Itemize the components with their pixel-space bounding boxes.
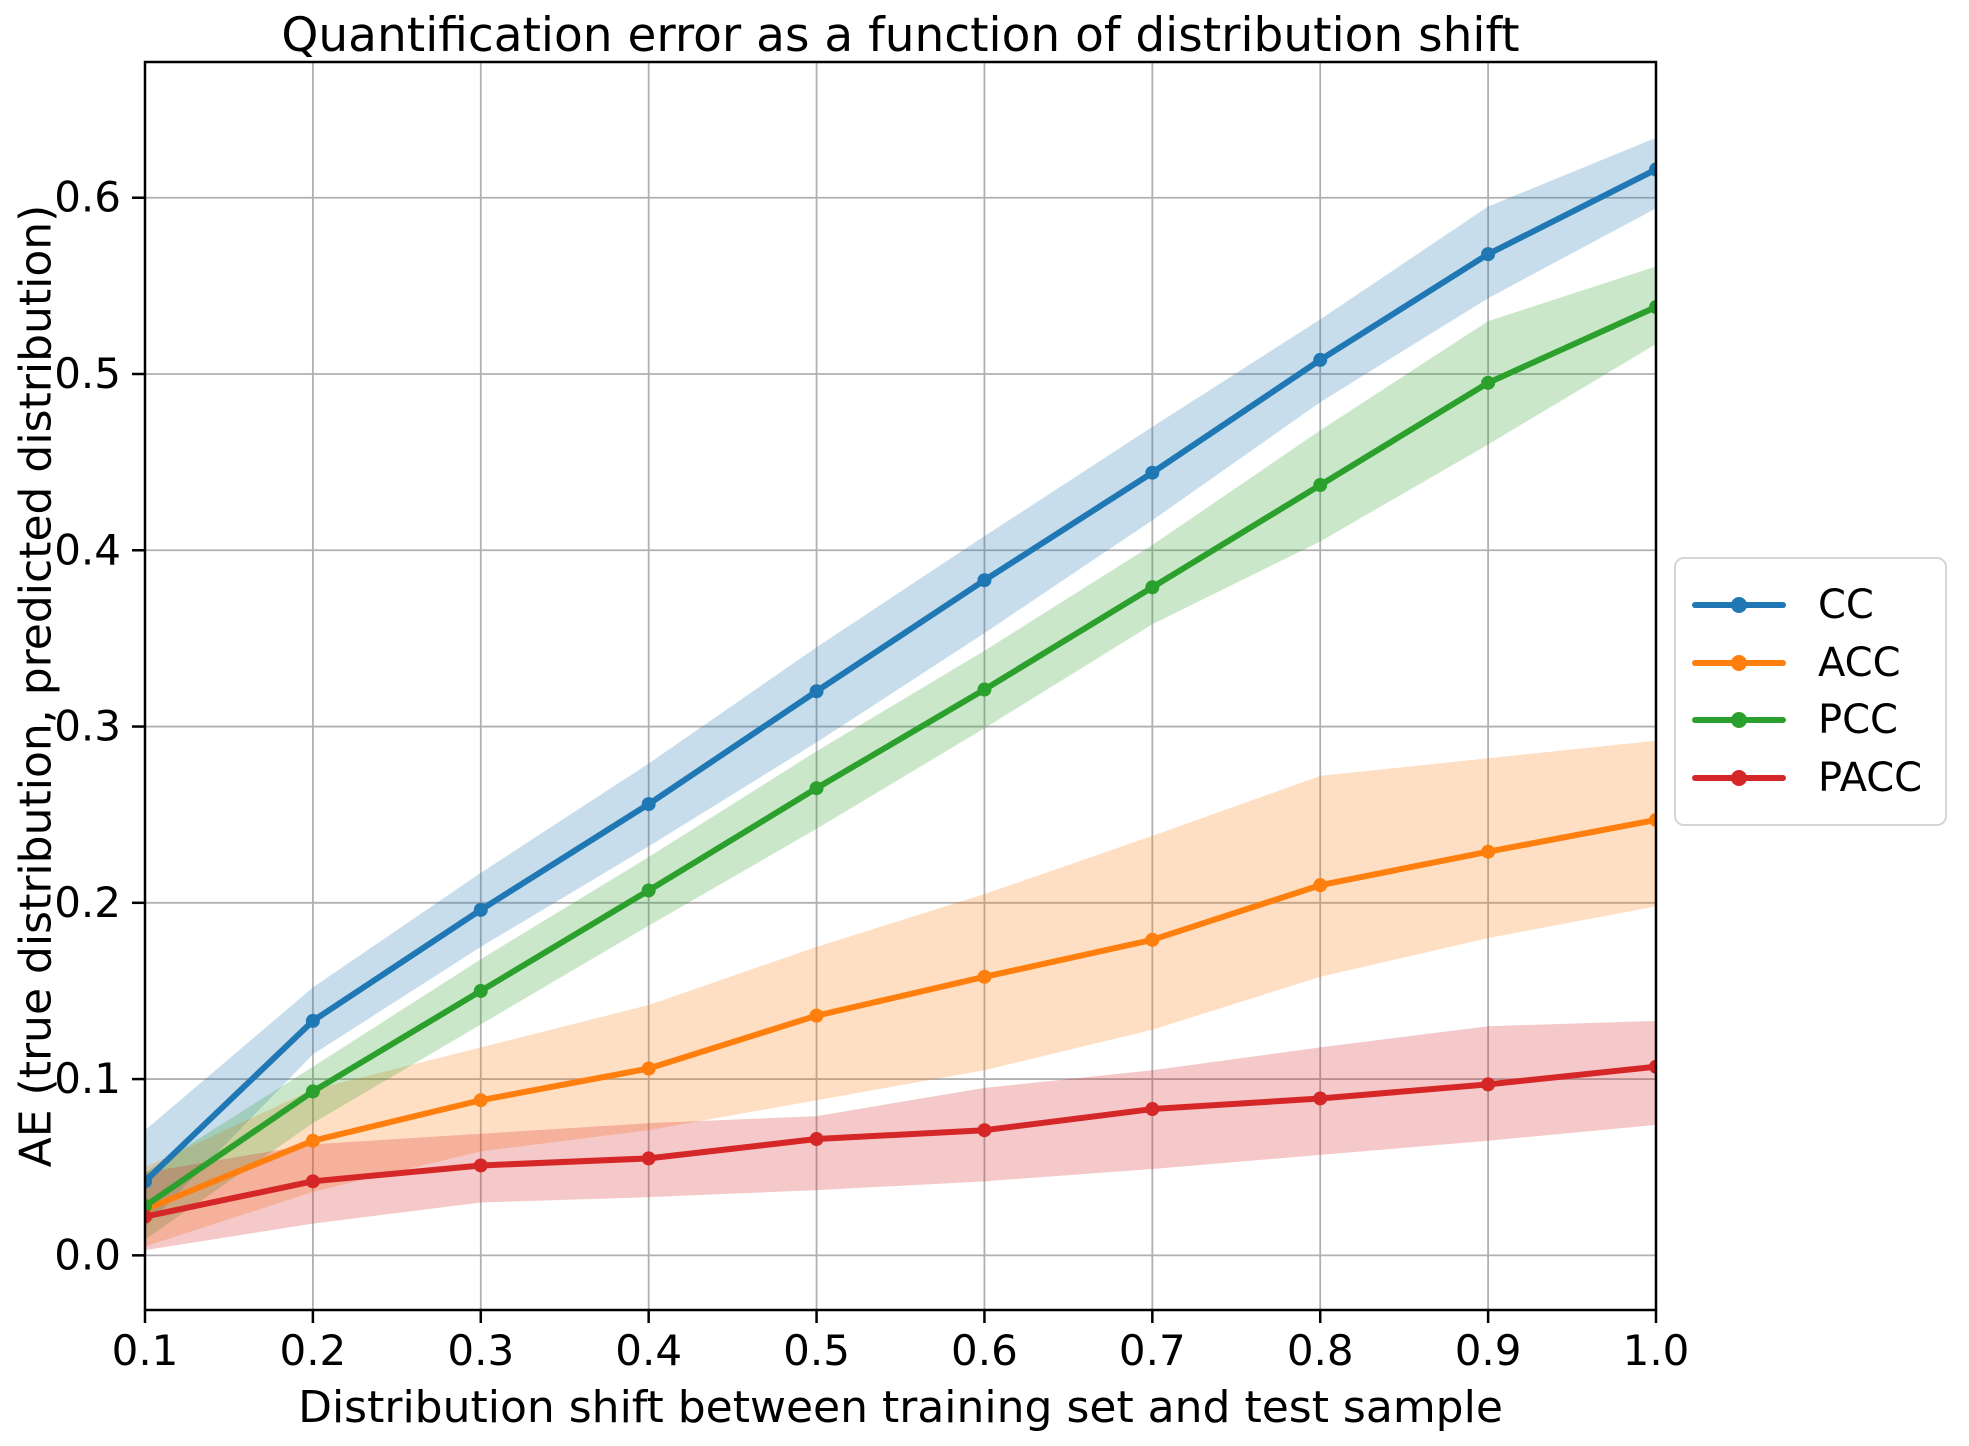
y-tick-label: 0.1 bbox=[54, 1054, 121, 1103]
marker-ACC bbox=[1649, 812, 1656, 827]
marker-PCC bbox=[305, 1084, 320, 1099]
y-tick-label: 0.5 bbox=[54, 349, 121, 398]
legend-item-PCC: PCC bbox=[1676, 700, 1945, 740]
marker-PCC bbox=[145, 1199, 152, 1213]
line-ACC bbox=[145, 816, 1656, 1213]
marker-PCC bbox=[473, 983, 488, 998]
chart-title: Quantification error as a function of di… bbox=[281, 8, 1520, 63]
marker-ACC bbox=[473, 1093, 488, 1108]
marker-CC bbox=[641, 797, 656, 812]
marker-PCC bbox=[1145, 580, 1160, 595]
legend-line-marker-sample bbox=[1692, 653, 1786, 673]
marker-PCC bbox=[1313, 478, 1328, 493]
marker-PCC bbox=[641, 883, 656, 898]
marker-PACC bbox=[1481, 1077, 1496, 1092]
legend-item-CC: CC bbox=[1676, 585, 1945, 625]
legend-line-marker-sample bbox=[1692, 710, 1786, 730]
marker-PACC bbox=[145, 1209, 152, 1224]
legend-line-marker-sample bbox=[1692, 768, 1786, 788]
legend-label: PCC bbox=[1818, 697, 1898, 744]
legend: CC ACC PCC PACC bbox=[1674, 557, 1947, 826]
marker-CC bbox=[809, 684, 824, 699]
x-tick-label: 0.7 bbox=[1119, 1326, 1186, 1375]
x-axis-label: Distribution shift between training set … bbox=[298, 1382, 1503, 1433]
marker-ACC bbox=[1313, 878, 1328, 893]
y-tick-label: 0.2 bbox=[54, 878, 121, 927]
marker-CC bbox=[1313, 352, 1328, 367]
marker-PCC bbox=[1649, 300, 1656, 315]
marker-PACC bbox=[1145, 1102, 1160, 1117]
marker-CC bbox=[305, 1013, 320, 1028]
marker-CC bbox=[473, 902, 488, 917]
marker-ACC bbox=[641, 1061, 656, 1076]
markers-PCC bbox=[145, 300, 1656, 1213]
line-PCC bbox=[145, 304, 1656, 1209]
marker-CC bbox=[1649, 162, 1656, 177]
marker-PCC bbox=[977, 682, 992, 697]
line-PACC bbox=[145, 1063, 1656, 1220]
legend-item-ACC: ACC bbox=[1676, 643, 1945, 683]
x-tick-label: 0.5 bbox=[783, 1326, 850, 1375]
legend-line-marker-sample bbox=[1692, 595, 1786, 615]
marker-PACC bbox=[977, 1123, 992, 1138]
x-tick-label: 1.0 bbox=[1623, 1326, 1690, 1375]
y-tick-label: 0.3 bbox=[54, 702, 121, 751]
marker-ACC bbox=[305, 1133, 320, 1148]
markers-PACC bbox=[145, 1059, 1656, 1224]
x-tick-label: 0.9 bbox=[1455, 1326, 1522, 1375]
marker-PACC bbox=[1649, 1059, 1656, 1074]
x-tick-label: 0.6 bbox=[951, 1326, 1018, 1375]
marker-CC bbox=[145, 1174, 152, 1189]
marker-ACC bbox=[1145, 932, 1160, 947]
x-tick-label: 0.1 bbox=[112, 1326, 179, 1375]
marker-ACC bbox=[977, 969, 992, 984]
band-CC bbox=[145, 137, 1656, 1228]
marker-PACC bbox=[641, 1151, 656, 1166]
marker-PACC bbox=[473, 1158, 488, 1173]
legend-label: CC bbox=[1818, 581, 1874, 628]
marker-PCC bbox=[809, 781, 824, 796]
ticks: 0.1 0.2 0.3 0.4 0.5 0.6 0.7 0.8 0.9 1.0 0.0 0.1 0.2 0… bbox=[54, 173, 1689, 1375]
y-tick-label: 0.4 bbox=[54, 525, 121, 574]
marker-ACC bbox=[809, 1008, 824, 1023]
marker-PCC bbox=[1481, 375, 1496, 390]
marker-PACC bbox=[809, 1132, 824, 1147]
marker-CC bbox=[1145, 465, 1160, 480]
x-tick-label: 0.4 bbox=[615, 1326, 682, 1375]
x-tick-label: 0.3 bbox=[447, 1326, 514, 1375]
y-tick-label: 0.6 bbox=[54, 173, 121, 222]
legend-label: ACC bbox=[1818, 639, 1901, 686]
marker-CC bbox=[977, 573, 992, 588]
x-tick-label: 0.2 bbox=[279, 1326, 346, 1375]
y-tick-label: 0.0 bbox=[54, 1230, 121, 1279]
marker-PACC bbox=[305, 1174, 320, 1189]
markers-CC bbox=[145, 162, 1656, 1189]
line-CC bbox=[145, 166, 1656, 1185]
legend-item-PACC: PACC bbox=[1676, 758, 1945, 798]
marker-PACC bbox=[1313, 1091, 1328, 1106]
marker-CC bbox=[1481, 247, 1496, 262]
axes-frame bbox=[143, 60, 1658, 1312]
marker-ACC bbox=[1481, 844, 1496, 859]
x-tick-label: 0.8 bbox=[1287, 1326, 1354, 1375]
legend-label: PACC bbox=[1818, 755, 1923, 802]
